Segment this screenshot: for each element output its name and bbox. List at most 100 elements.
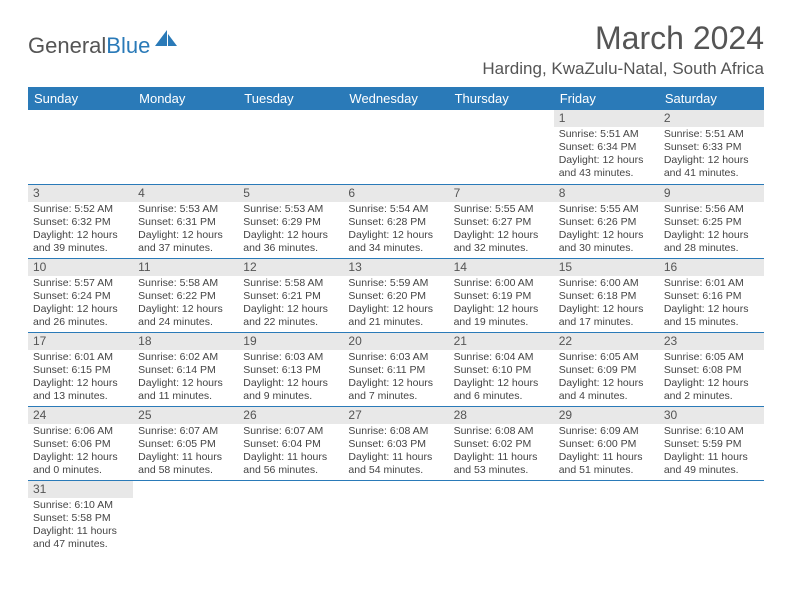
calendar-cell: 7Sunrise: 5:55 AMSunset: 6:27 PMDaylight… [449, 184, 554, 258]
day-number: 5 [238, 185, 343, 202]
calendar-cell: 31Sunrise: 6:10 AMSunset: 5:58 PMDayligh… [28, 480, 133, 554]
day-body: Sunrise: 6:03 AMSunset: 6:11 PMDaylight:… [343, 350, 448, 406]
day-body: Sunrise: 6:08 AMSunset: 6:02 PMDaylight:… [449, 424, 554, 480]
calendar-cell: 30Sunrise: 6:10 AMSunset: 5:59 PMDayligh… [659, 406, 764, 480]
calendar-cell: 24Sunrise: 6:06 AMSunset: 6:06 PMDayligh… [28, 406, 133, 480]
calendar-cell [343, 480, 448, 554]
day-body: Sunrise: 6:09 AMSunset: 6:00 PMDaylight:… [554, 424, 659, 480]
title-block: March 2024 Harding, KwaZulu-Natal, South… [482, 20, 764, 79]
weekday-header: Wednesday [343, 87, 448, 110]
day-body: Sunrise: 6:10 AMSunset: 5:58 PMDaylight:… [28, 498, 133, 554]
weekday-header: Monday [133, 87, 238, 110]
calendar-cell: 3Sunrise: 5:52 AMSunset: 6:32 PMDaylight… [28, 184, 133, 258]
day-number: 24 [28, 407, 133, 424]
day-number: 19 [238, 333, 343, 350]
calendar-cell: 6Sunrise: 5:54 AMSunset: 6:28 PMDaylight… [343, 184, 448, 258]
calendar-cell [659, 480, 764, 554]
day-number: 23 [659, 333, 764, 350]
calendar-cell: 1Sunrise: 5:51 AMSunset: 6:34 PMDaylight… [554, 110, 659, 184]
calendar-cell: 21Sunrise: 6:04 AMSunset: 6:10 PMDayligh… [449, 332, 554, 406]
day-body: Sunrise: 6:05 AMSunset: 6:09 PMDaylight:… [554, 350, 659, 406]
day-body: Sunrise: 5:57 AMSunset: 6:24 PMDaylight:… [28, 276, 133, 332]
logo-word1: General [28, 33, 106, 58]
calendar-cell: 4Sunrise: 5:53 AMSunset: 6:31 PMDaylight… [133, 184, 238, 258]
day-body: Sunrise: 6:05 AMSunset: 6:08 PMDaylight:… [659, 350, 764, 406]
day-number: 16 [659, 259, 764, 276]
calendar-cell [133, 480, 238, 554]
calendar-cell: 11Sunrise: 5:58 AMSunset: 6:22 PMDayligh… [133, 258, 238, 332]
day-number: 18 [133, 333, 238, 350]
day-number: 10 [28, 259, 133, 276]
day-number: 3 [28, 185, 133, 202]
day-body: Sunrise: 6:03 AMSunset: 6:13 PMDaylight:… [238, 350, 343, 406]
day-body: Sunrise: 5:53 AMSunset: 6:29 PMDaylight:… [238, 202, 343, 258]
day-body: Sunrise: 5:53 AMSunset: 6:31 PMDaylight:… [133, 202, 238, 258]
day-body: Sunrise: 5:51 AMSunset: 6:33 PMDaylight:… [659, 127, 764, 183]
day-body: Sunrise: 6:00 AMSunset: 6:18 PMDaylight:… [554, 276, 659, 332]
day-body: Sunrise: 5:55 AMSunset: 6:26 PMDaylight:… [554, 202, 659, 258]
calendar-cell [238, 480, 343, 554]
weekday-header: Tuesday [238, 87, 343, 110]
calendar-cell [133, 110, 238, 184]
day-number: 27 [343, 407, 448, 424]
calendar-cell: 9Sunrise: 5:56 AMSunset: 6:25 PMDaylight… [659, 184, 764, 258]
logo: GeneralBlue [28, 28, 179, 63]
day-number: 2 [659, 110, 764, 127]
day-number: 31 [28, 481, 133, 498]
calendar-cell: 14Sunrise: 6:00 AMSunset: 6:19 PMDayligh… [449, 258, 554, 332]
day-body: Sunrise: 5:55 AMSunset: 6:27 PMDaylight:… [449, 202, 554, 258]
calendar-cell: 8Sunrise: 5:55 AMSunset: 6:26 PMDaylight… [554, 184, 659, 258]
calendar-table: SundayMondayTuesdayWednesdayThursdayFrid… [28, 87, 764, 554]
weekday-header: Sunday [28, 87, 133, 110]
page-header: GeneralBlue March 2024 Harding, KwaZulu-… [28, 20, 764, 79]
day-body: Sunrise: 6:06 AMSunset: 6:06 PMDaylight:… [28, 424, 133, 480]
day-number: 7 [449, 185, 554, 202]
calendar-cell: 15Sunrise: 6:00 AMSunset: 6:18 PMDayligh… [554, 258, 659, 332]
month-title: March 2024 [482, 20, 764, 57]
day-number: 30 [659, 407, 764, 424]
calendar-cell: 10Sunrise: 5:57 AMSunset: 6:24 PMDayligh… [28, 258, 133, 332]
calendar-cell [449, 110, 554, 184]
day-number: 12 [238, 259, 343, 276]
day-number: 22 [554, 333, 659, 350]
day-body: Sunrise: 5:58 AMSunset: 6:22 PMDaylight:… [133, 276, 238, 332]
day-body: Sunrise: 6:07 AMSunset: 6:04 PMDaylight:… [238, 424, 343, 480]
calendar-cell: 23Sunrise: 6:05 AMSunset: 6:08 PMDayligh… [659, 332, 764, 406]
sail-icon [153, 28, 179, 53]
calendar-cell: 27Sunrise: 6:08 AMSunset: 6:03 PMDayligh… [343, 406, 448, 480]
weekday-header: Thursday [449, 87, 554, 110]
day-body: Sunrise: 5:58 AMSunset: 6:21 PMDaylight:… [238, 276, 343, 332]
calendar-cell: 29Sunrise: 6:09 AMSunset: 6:00 PMDayligh… [554, 406, 659, 480]
calendar-head: SundayMondayTuesdayWednesdayThursdayFrid… [28, 87, 764, 110]
day-number: 17 [28, 333, 133, 350]
day-number: 21 [449, 333, 554, 350]
calendar-cell: 18Sunrise: 6:02 AMSunset: 6:14 PMDayligh… [133, 332, 238, 406]
calendar-cell: 28Sunrise: 6:08 AMSunset: 6:02 PMDayligh… [449, 406, 554, 480]
calendar-cell: 16Sunrise: 6:01 AMSunset: 6:16 PMDayligh… [659, 258, 764, 332]
weekday-header: Friday [554, 87, 659, 110]
day-body: Sunrise: 5:54 AMSunset: 6:28 PMDaylight:… [343, 202, 448, 258]
day-number: 29 [554, 407, 659, 424]
calendar-cell: 2Sunrise: 5:51 AMSunset: 6:33 PMDaylight… [659, 110, 764, 184]
day-number: 11 [133, 259, 238, 276]
day-number: 20 [343, 333, 448, 350]
location: Harding, KwaZulu-Natal, South Africa [482, 59, 764, 79]
day-body: Sunrise: 6:00 AMSunset: 6:19 PMDaylight:… [449, 276, 554, 332]
day-number: 9 [659, 185, 764, 202]
day-body: Sunrise: 6:07 AMSunset: 6:05 PMDaylight:… [133, 424, 238, 480]
day-number: 26 [238, 407, 343, 424]
calendar-cell [343, 110, 448, 184]
day-body: Sunrise: 6:01 AMSunset: 6:15 PMDaylight:… [28, 350, 133, 406]
day-number: 28 [449, 407, 554, 424]
calendar-cell [28, 110, 133, 184]
day-body: Sunrise: 6:08 AMSunset: 6:03 PMDaylight:… [343, 424, 448, 480]
day-body: Sunrise: 6:10 AMSunset: 5:59 PMDaylight:… [659, 424, 764, 480]
day-number: 15 [554, 259, 659, 276]
calendar-cell: 5Sunrise: 5:53 AMSunset: 6:29 PMDaylight… [238, 184, 343, 258]
calendar-cell: 19Sunrise: 6:03 AMSunset: 6:13 PMDayligh… [238, 332, 343, 406]
calendar-cell [238, 110, 343, 184]
calendar-cell: 20Sunrise: 6:03 AMSunset: 6:11 PMDayligh… [343, 332, 448, 406]
calendar-cell: 25Sunrise: 6:07 AMSunset: 6:05 PMDayligh… [133, 406, 238, 480]
logo-text: GeneralBlue [28, 33, 150, 59]
day-number: 25 [133, 407, 238, 424]
